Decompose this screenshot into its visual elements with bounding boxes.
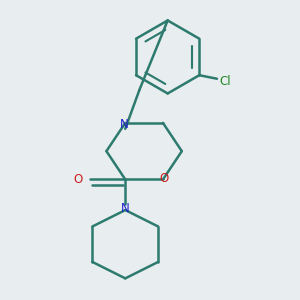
Text: N: N — [121, 202, 130, 215]
Text: O: O — [160, 172, 169, 185]
Text: N: N — [120, 118, 128, 130]
Text: Cl: Cl — [219, 75, 231, 88]
Text: O: O — [74, 173, 83, 186]
